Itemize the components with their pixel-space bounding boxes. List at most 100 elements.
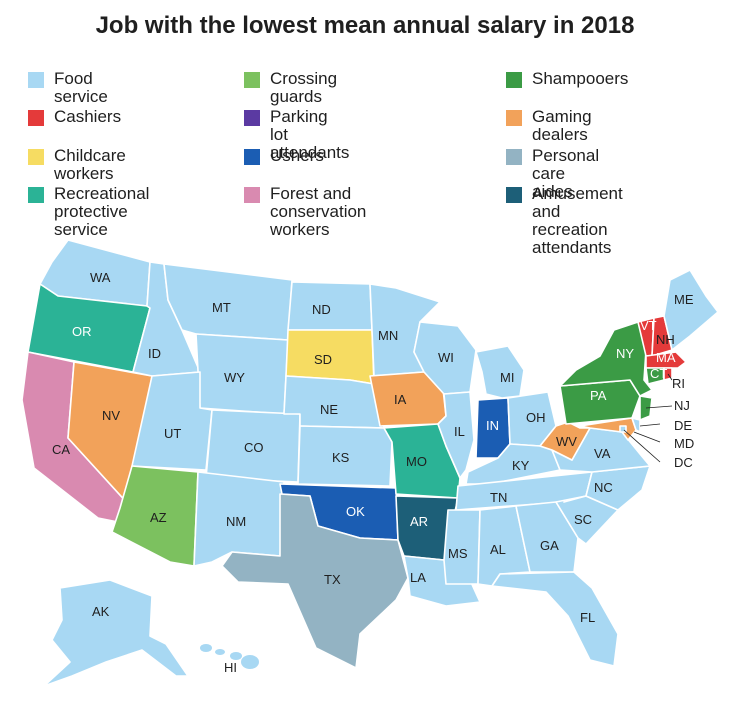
- label-mi: MI: [500, 370, 514, 385]
- legend-item-recreational-protective-service: Recreational protective service: [28, 185, 149, 239]
- label-ne: NE: [320, 402, 338, 417]
- label-sc: SC: [574, 512, 592, 527]
- label-ga: GA: [540, 538, 559, 553]
- legend-item-amusement-and-recreation-attendants: Amusement and recreation attendants: [506, 185, 623, 257]
- label-co: CO: [244, 440, 264, 455]
- leader-dc: [623, 429, 661, 463]
- label-mo: MO: [406, 454, 427, 469]
- label-ak: AK: [92, 604, 110, 619]
- leader-ri: [667, 373, 673, 381]
- label-sd: SD: [314, 352, 332, 367]
- state-fl: [491, 571, 619, 667]
- legend-label: Ushers: [270, 146, 324, 165]
- leader-md: [633, 431, 661, 443]
- legend-label: Crossing guards: [270, 69, 338, 106]
- legend-item-forest-and-conservation-workers: Forest and conservation workers: [244, 185, 366, 239]
- label-in: IN: [486, 418, 499, 433]
- state-nc: [563, 465, 651, 511]
- label-me: ME: [674, 292, 694, 307]
- label-ca: CA: [52, 442, 70, 457]
- legend-item-gaming-dealers: Gaming dealers: [506, 108, 592, 144]
- state-labels: WA OR CA NV ID MT WY UT CO AZ NM ND SD N…: [52, 270, 694, 675]
- legend-label: Cashiers: [54, 107, 122, 126]
- legend-item-cashiers: Cashiers: [28, 108, 121, 126]
- label-id: ID: [148, 346, 161, 361]
- leader-de: [639, 423, 661, 427]
- label-dc: DC: [674, 455, 693, 470]
- state-ma: [645, 351, 687, 369]
- label-fl: FL: [580, 610, 595, 625]
- legend-item-crossing-guards: Crossing guards: [244, 70, 337, 106]
- legend-item-childcare-workers: Childcare workers: [28, 147, 126, 183]
- label-ms: MS: [448, 546, 468, 561]
- legend-label: Recreational protective service: [54, 184, 150, 239]
- label-ct: CT: [650, 366, 667, 381]
- legend-swatch: [28, 72, 44, 88]
- map-title: Job with the lowest mean annual salary i…: [95, 12, 635, 39]
- legend-label: Personal care aides: [532, 146, 600, 201]
- legend-swatch: [28, 149, 44, 165]
- label-nh: NH: [656, 332, 675, 347]
- label-ri: RI: [672, 376, 685, 391]
- label-wv: WV: [556, 434, 577, 449]
- legend-swatch: [506, 72, 522, 88]
- leader-nj: [645, 405, 673, 409]
- state-ga: [515, 501, 579, 573]
- label-vt: VT: [640, 318, 657, 333]
- label-ky: KY: [512, 458, 530, 473]
- label-de: DE: [674, 418, 692, 433]
- legend-swatch: [244, 187, 260, 203]
- legend-label: Shampooers: [532, 69, 629, 88]
- label-nv: NV: [102, 408, 120, 423]
- leader-lines: [623, 373, 673, 463]
- label-wa: WA: [90, 270, 111, 285]
- state-ks: [297, 425, 393, 487]
- legend-label: Forest and conservation workers: [270, 184, 367, 239]
- label-mt: MT: [212, 300, 231, 315]
- legend-label: Childcare workers: [54, 146, 126, 183]
- label-ny: NY: [616, 346, 634, 361]
- label-la: LA: [410, 570, 426, 585]
- state-me: [663, 269, 719, 351]
- legend-swatch: [506, 149, 522, 165]
- label-wi: WI: [438, 350, 454, 365]
- state-ms: [443, 509, 481, 585]
- legend-swatch: [506, 110, 522, 126]
- legend-label: Amusement and recreation attendants: [532, 184, 623, 257]
- legend-item-food-service: Food service: [28, 70, 108, 106]
- legend-swatch: [244, 149, 260, 165]
- legend-swatch: [28, 110, 44, 126]
- state-shapes: [21, 239, 719, 687]
- label-nm: NM: [226, 514, 246, 529]
- label-ks: KS: [332, 450, 350, 465]
- label-hi: HI: [224, 660, 237, 675]
- label-ut: UT: [164, 426, 181, 441]
- label-va: VA: [594, 446, 611, 461]
- legend-item-shampooers: Shampooers: [506, 70, 628, 88]
- state-ak: [43, 579, 189, 687]
- label-tn: TN: [490, 490, 507, 505]
- legend-label: Food service: [54, 69, 108, 106]
- label-mn: MN: [378, 328, 398, 343]
- state-wv: [539, 421, 591, 461]
- legend-label: Parking lot attendants: [270, 107, 350, 162]
- label-or: OR: [72, 324, 92, 339]
- state-de: [631, 417, 641, 433]
- label-ia: IA: [394, 392, 407, 407]
- label-nj: NJ: [674, 398, 690, 413]
- label-wy: WY: [224, 370, 245, 385]
- state-tx: [221, 493, 409, 669]
- label-pa: PA: [590, 388, 607, 403]
- label-al: AL: [490, 542, 506, 557]
- legend-swatch: [244, 110, 260, 126]
- legend-swatch: [28, 187, 44, 203]
- state-hi: [200, 644, 259, 669]
- legend-label: Gaming dealers: [532, 107, 592, 144]
- label-ok: OK: [346, 504, 365, 519]
- label-ar: AR: [410, 514, 428, 529]
- label-nc: NC: [594, 480, 613, 495]
- label-md: MD: [674, 436, 694, 451]
- label-ma: MA: [656, 350, 676, 365]
- label-nd: ND: [312, 302, 331, 317]
